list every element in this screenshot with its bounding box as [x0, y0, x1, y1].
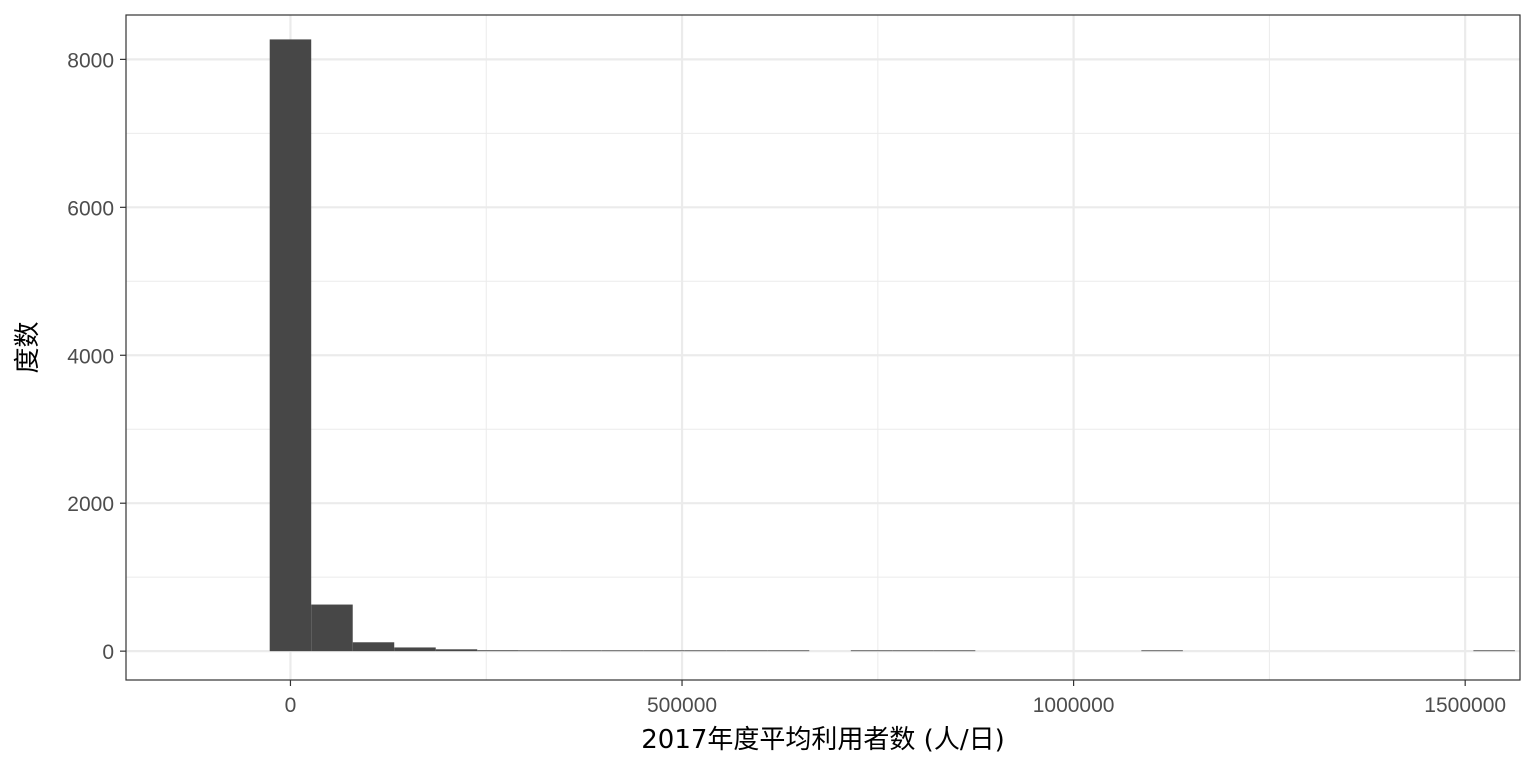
- histogram-bar: [1141, 650, 1183, 652]
- panel-border: [125, 14, 1521, 681]
- histogram-bar: [684, 650, 727, 652]
- histogram-bar: [767, 650, 810, 652]
- x-tick-label: 1000000: [1033, 694, 1115, 717]
- histogram-bar: [311, 604, 353, 652]
- x-axis-title: 2017年度平均利用者数 (人/日): [641, 725, 1004, 755]
- x-axis-ticks: [289, 680, 1466, 686]
- x-tick-label: 500000: [647, 694, 717, 717]
- y-tick-label: 4000: [67, 345, 114, 368]
- histogram-bar: [726, 650, 768, 652]
- y-axis-tick-labels: 0 2000 4000 6000 8000: [67, 49, 114, 664]
- y-tick-label: 0: [102, 641, 114, 664]
- grid-major: [126, 15, 1520, 680]
- x-tick-label: 0: [285, 694, 297, 717]
- histogram-bar: [477, 650, 519, 652]
- histogram-bar: [435, 649, 478, 652]
- y-tick-label: 8000: [67, 49, 114, 72]
- grid-minor: [126, 15, 1520, 680]
- y-axis-ticks: [120, 58, 126, 652]
- histogram-bar: [560, 650, 602, 652]
- histogram-bar: [850, 650, 893, 652]
- y-axis-title: 度数: [13, 321, 43, 373]
- histogram-bar: [892, 650, 934, 652]
- histogram-bar: [933, 650, 976, 652]
- panel-background: [126, 15, 1520, 680]
- histogram-bar: [352, 642, 395, 652]
- histogram-bar: [601, 650, 644, 652]
- histogram-bar: [394, 647, 436, 652]
- x-tick-label: 1500000: [1424, 694, 1506, 717]
- histogram-bars: [269, 39, 1515, 652]
- histogram-bar: [518, 650, 561, 652]
- x-axis-tick-labels: 0 500000 1000000 1500000: [285, 694, 1506, 717]
- y-tick-label: 2000: [67, 493, 114, 516]
- histogram-bar: [269, 39, 312, 652]
- histogram-bar: [1473, 650, 1515, 652]
- histogram-bar: [643, 650, 685, 652]
- y-tick-label: 6000: [67, 197, 114, 220]
